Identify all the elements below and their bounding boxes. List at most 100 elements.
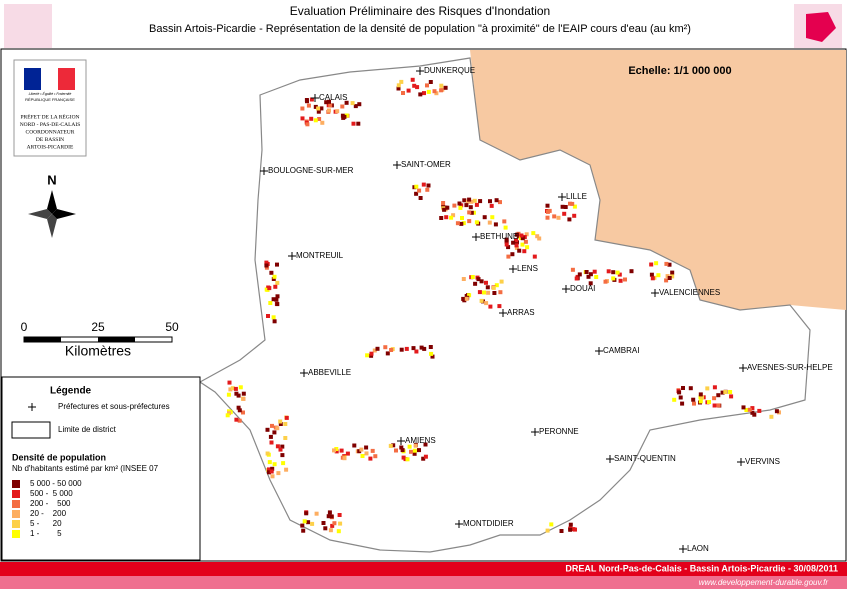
density-cell	[423, 454, 428, 459]
density-cell	[573, 527, 577, 532]
density-cell	[664, 278, 669, 283]
density-cell	[227, 380, 232, 385]
density-cell	[452, 203, 457, 208]
density-cell	[314, 511, 319, 516]
density-cell	[499, 279, 504, 284]
density-cell	[623, 277, 627, 282]
city-label: LAON	[687, 544, 709, 553]
density-cell	[498, 200, 502, 205]
density-cell	[365, 353, 370, 358]
density-cell	[266, 314, 270, 318]
density-cell	[479, 298, 484, 303]
density-cell	[275, 444, 280, 449]
density-cell	[515, 232, 519, 237]
density-cell	[522, 249, 527, 254]
density-cell	[486, 290, 491, 295]
city-marker	[562, 285, 570, 293]
density-cell	[412, 83, 417, 88]
city-label: MONTDIDIER	[463, 519, 514, 528]
density-cell	[716, 403, 721, 408]
density-cell	[568, 201, 572, 206]
density-cell	[405, 457, 410, 462]
density-cell	[611, 270, 616, 275]
density-cell	[617, 272, 622, 277]
density-cell	[337, 513, 342, 517]
city-marker	[651, 289, 659, 297]
density-cell	[506, 254, 511, 259]
density-cell	[332, 521, 337, 526]
density-cell	[439, 83, 444, 88]
density-cell	[359, 447, 364, 452]
density-cell	[618, 278, 623, 283]
density-cell	[409, 449, 413, 454]
density-cell	[412, 451, 417, 456]
density-cell	[747, 407, 752, 412]
density-cell	[497, 304, 502, 309]
density-cell	[691, 397, 696, 402]
footer-bar	[0, 562, 847, 576]
density-cell	[568, 522, 573, 527]
density-cell	[411, 346, 416, 351]
density-cell	[323, 526, 328, 531]
density-cell	[479, 279, 484, 284]
density-cell	[774, 409, 779, 414]
density-cell	[423, 442, 428, 447]
density-cell	[345, 451, 350, 456]
city-label: AMIENS	[405, 436, 436, 445]
class-label: 20 - 200	[30, 509, 67, 518]
density-cell	[310, 521, 315, 526]
density-cell	[360, 454, 365, 458]
density-cell	[283, 422, 288, 426]
city-label: ABBEVILLE	[308, 368, 351, 377]
density-cell	[439, 88, 444, 93]
density-cell	[525, 245, 530, 250]
density-cell	[336, 529, 341, 534]
density-cell	[340, 104, 345, 109]
density-cell	[467, 293, 472, 298]
density-cell	[400, 448, 405, 453]
density-cell	[588, 272, 593, 277]
density-cell	[369, 353, 374, 358]
density-cell	[350, 101, 355, 106]
density-cell	[301, 528, 306, 533]
density-cell	[300, 523, 305, 528]
density-cell	[461, 221, 466, 226]
density-cell	[547, 208, 552, 213]
density-cell	[267, 460, 272, 465]
density-cell	[344, 100, 349, 105]
density-cell	[352, 443, 357, 448]
density-cell	[357, 449, 362, 454]
density-cell	[594, 275, 599, 279]
city-marker	[397, 437, 405, 445]
density-cell	[370, 448, 375, 453]
density-cell	[532, 254, 537, 259]
density-cell	[707, 400, 711, 404]
density-cell	[237, 418, 242, 423]
density-cell	[413, 443, 418, 448]
density-cell	[351, 121, 356, 126]
density-cell	[455, 221, 460, 226]
density-cell	[269, 469, 274, 474]
scale-unit: Kilomètres	[65, 343, 131, 359]
density-cell	[700, 395, 704, 400]
density-cell	[430, 354, 435, 359]
density-cell	[520, 242, 525, 247]
density-cell	[744, 408, 749, 412]
density-cell	[777, 410, 781, 415]
density-cell	[568, 527, 573, 532]
district-symbol	[11, 421, 51, 439]
density-cell	[391, 443, 396, 448]
density-cell	[419, 345, 424, 350]
density-cell	[649, 272, 654, 277]
density-cell	[271, 277, 276, 281]
density-cell	[552, 214, 557, 219]
density-cell	[396, 83, 401, 88]
density-cell	[506, 245, 511, 250]
density-cell	[444, 215, 449, 220]
density-cell	[275, 426, 280, 431]
density-cell	[562, 211, 567, 216]
density-cell	[441, 201, 446, 205]
density-cell	[520, 236, 525, 241]
density-cell	[270, 474, 275, 479]
